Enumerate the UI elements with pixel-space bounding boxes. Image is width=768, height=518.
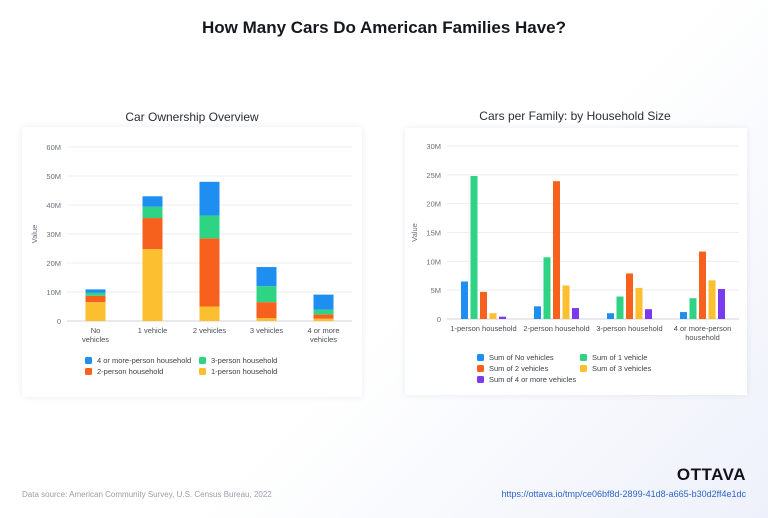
bar <box>534 306 541 319</box>
bar <box>689 298 697 319</box>
bar <box>718 289 725 319</box>
legend-label: Sum of No vehicles <box>489 353 554 362</box>
y-tick-label: 40M <box>46 201 61 210</box>
legend-swatch <box>199 357 206 364</box>
legend-label: Sum of 2 vehicles <box>489 364 548 373</box>
y-tick-label: 20M <box>46 259 61 268</box>
bar-segment <box>256 286 277 303</box>
bar <box>553 181 560 319</box>
legend-swatch <box>85 357 92 364</box>
bar-segment <box>256 302 277 319</box>
legend-swatch <box>580 354 587 361</box>
bar <box>461 281 468 319</box>
x-tick-label: 1 vehicle <box>138 326 168 335</box>
bar-segment <box>142 206 163 219</box>
bar-segment <box>256 318 277 321</box>
bar-segment <box>199 238 220 307</box>
chart-title-household: Cars per Family: by Household Size <box>479 109 671 123</box>
bar <box>480 291 487 319</box>
bar <box>699 251 706 319</box>
bar-segment <box>85 302 106 321</box>
y-tick-label: 60M <box>46 143 61 152</box>
legend-label: Sum of 1 vehicle <box>592 353 647 362</box>
legend-label: 4 or more-person household <box>97 356 191 365</box>
legend-label: Sum of 3 vehicles <box>592 364 651 373</box>
brand-logo: OTTAVA <box>676 465 746 484</box>
bar <box>680 312 687 319</box>
bar <box>543 257 551 319</box>
household-chart: 0 5M 10M 15M 20M 25M 30M Value 1-person househol… <box>410 142 739 384</box>
bar-segment <box>313 314 334 319</box>
bar <box>635 287 643 319</box>
bar-segment <box>199 181 220 216</box>
y-tick-label: 10M <box>46 288 61 297</box>
legend-swatch <box>199 368 206 375</box>
y-tick-label: 25M <box>426 171 441 180</box>
chart-card-overview: 0 10M 20M 30M 40M 50M 60M Value No vehicles 1 vehi… <box>22 127 362 397</box>
y-tick-label: 15M <box>426 229 441 238</box>
bar <box>572 308 579 319</box>
x-tick-label: 4 or more vehicles <box>307 326 339 344</box>
y-tick-label: 30M <box>46 230 61 239</box>
bar-segment <box>199 215 220 239</box>
legend-swatch <box>477 365 484 372</box>
legend-swatch <box>477 376 484 383</box>
share-link[interactable]: https://ottava.io/tmp/ce06bf8d-2899-41d8… <box>501 489 746 499</box>
y-axis-label: Value <box>410 223 419 242</box>
y-tick-label: 0 <box>57 317 61 326</box>
x-tick-label: 1-person household <box>450 324 516 333</box>
bar-segment <box>142 196 163 207</box>
bar-segment <box>142 218 163 250</box>
x-tick-label: 4 or more-person household <box>674 324 732 342</box>
data-source-note: Data source: American Community Survey, … <box>22 490 272 499</box>
x-tick-label: 2 vehicles <box>193 326 227 335</box>
bar <box>616 296 624 319</box>
bar <box>708 280 716 319</box>
bar-segment <box>199 306 220 321</box>
page-title: How Many Cars Do American Families Have? <box>201 18 567 37</box>
y-tick-label: 20M <box>426 200 441 209</box>
y-tick-label: 30M <box>426 142 441 151</box>
x-tick-label: 2-person household <box>523 324 589 333</box>
chart-card-household: 0 5M 10M 15M 20M 25M 30M Value 1-person househol… <box>405 128 747 395</box>
bar <box>562 285 570 319</box>
legend-label: 2-person household <box>97 367 163 376</box>
bar-segment <box>313 294 334 310</box>
bar-segment <box>85 295 106 303</box>
bar <box>499 316 506 319</box>
chart-title-overview: Car Ownership Overview <box>125 110 259 124</box>
legend-swatch <box>85 368 92 375</box>
y-tick-label: 10M <box>426 257 441 266</box>
legend-label: 3-person household <box>211 356 277 365</box>
x-tick-label: No vehicles <box>82 326 109 344</box>
bar-segment <box>142 249 163 321</box>
overview-chart: 0 10M 20M 30M 40M 50M 60M Value No vehicles 1 vehi… <box>30 143 352 376</box>
bar-segment <box>313 318 334 321</box>
legend-swatch <box>580 365 587 372</box>
y-tick-label: 0 <box>437 315 441 324</box>
bar-segment <box>85 292 106 296</box>
bar <box>626 273 633 319</box>
y-tick-label: 5M <box>431 286 441 295</box>
bar <box>489 313 497 319</box>
x-tick-label: 3 vehicles <box>250 326 284 335</box>
bar <box>607 313 614 319</box>
legend-swatch <box>477 354 484 361</box>
bar <box>470 175 478 319</box>
bar <box>645 309 652 319</box>
x-tick-label: 3-person household <box>596 324 662 333</box>
bar-segment <box>313 309 334 315</box>
y-tick-label: 50M <box>46 172 61 181</box>
legend-label: 1-person household <box>211 367 277 376</box>
bar-segment <box>85 289 106 293</box>
legend-label: Sum of 4 or more vehicles <box>489 375 576 384</box>
bar-segment <box>256 267 277 287</box>
y-axis-label: Value <box>30 225 39 244</box>
